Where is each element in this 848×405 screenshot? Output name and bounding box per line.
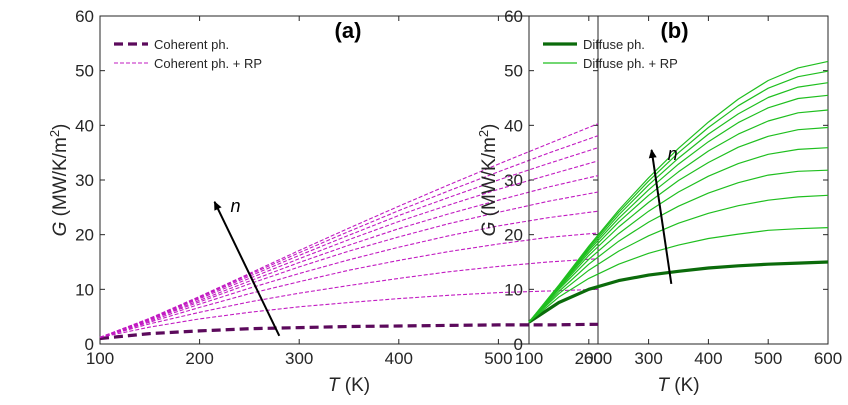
series-line-b-10 [528, 60, 829, 323]
x-axis-label: T (K) [657, 375, 699, 396]
series-line-b-5 [528, 126, 829, 323]
x-tick-label: 300 [285, 349, 313, 368]
series-line-a-10 [99, 123, 599, 338]
y-tick-label: 10 [504, 280, 523, 299]
legend-label-b-1: Diffuse ph. + RP [583, 56, 678, 71]
series-line-a-9 [99, 135, 599, 338]
y-tick-label: 40 [504, 116, 523, 135]
x-tick-label: 100 [86, 349, 114, 368]
y-axis-label: G (MW/K/m2) [47, 124, 71, 237]
x-axis-label: T (K) [328, 375, 370, 396]
y-axis-label: G (MW/K/m2) [476, 124, 500, 237]
x-tick-label: 400 [694, 349, 722, 368]
series-line-a-7 [99, 160, 599, 338]
series-line-a-1 [99, 288, 599, 338]
arrow-annotation-n: n [668, 144, 678, 164]
x-tick-label: 200 [575, 349, 603, 368]
x-tick-label: 200 [185, 349, 213, 368]
y-tick-label: 10 [75, 280, 94, 299]
series-line-b-2 [528, 194, 829, 323]
series-line-b-3 [528, 169, 829, 323]
panel-label-b: (b) [660, 18, 688, 43]
y-tick-label: 40 [75, 116, 94, 135]
arrow-annotation-n: n [231, 196, 241, 216]
x-tick-label: 500 [754, 349, 782, 368]
y-tick-label: 0 [514, 335, 523, 354]
series-line-b-7 [528, 94, 829, 323]
legend-label-b-0: Diffuse ph. [583, 37, 645, 52]
x-tick-label: 400 [385, 349, 413, 368]
series-line-a-5 [99, 191, 599, 338]
series-line-a-0 [99, 322, 599, 341]
y-tick-label: 20 [504, 226, 523, 245]
y-tick-label: 60 [504, 7, 523, 26]
legend-label-a-1: Coherent ph. + RP [154, 56, 262, 71]
series-line-b-4 [528, 147, 829, 323]
legend-label-a-0: Coherent ph. [154, 37, 229, 52]
series-line-a-4 [99, 210, 599, 338]
x-tick-label: 500 [484, 349, 512, 368]
series-line-b-8 [528, 82, 829, 323]
x-tick-label: 300 [634, 349, 662, 368]
panel-b-chart: 100 200 300 400 500 600 0 10 20 30 40 50 60 T (K) G (M… [476, 7, 842, 396]
y-tick-label: 0 [85, 335, 94, 354]
series-line-a-2 [99, 258, 599, 338]
y-tick-label: 30 [75, 171, 94, 190]
x-tick-label: 600 [814, 349, 842, 368]
series-line-a-8 [99, 147, 599, 338]
y-tick-label: 50 [75, 62, 94, 81]
y-tick-label: 50 [504, 62, 523, 81]
series-line-b-6 [528, 109, 829, 323]
panel-label-a: (a) [335, 18, 362, 43]
y-tick-label: 60 [75, 7, 94, 26]
trend-arrow-b [648, 148, 673, 285]
series-line-b-0 [528, 260, 829, 324]
y-tick-label: 20 [75, 226, 94, 245]
series-line-a-3 [99, 232, 599, 338]
series-line-b-1 [528, 227, 829, 323]
trend-arrow-a [213, 200, 281, 337]
x-tick-label: 600 [584, 349, 612, 368]
y-tick-label: 30 [504, 171, 523, 190]
series-line-a-6 [99, 175, 599, 338]
x-tick-label: 100 [515, 349, 543, 368]
